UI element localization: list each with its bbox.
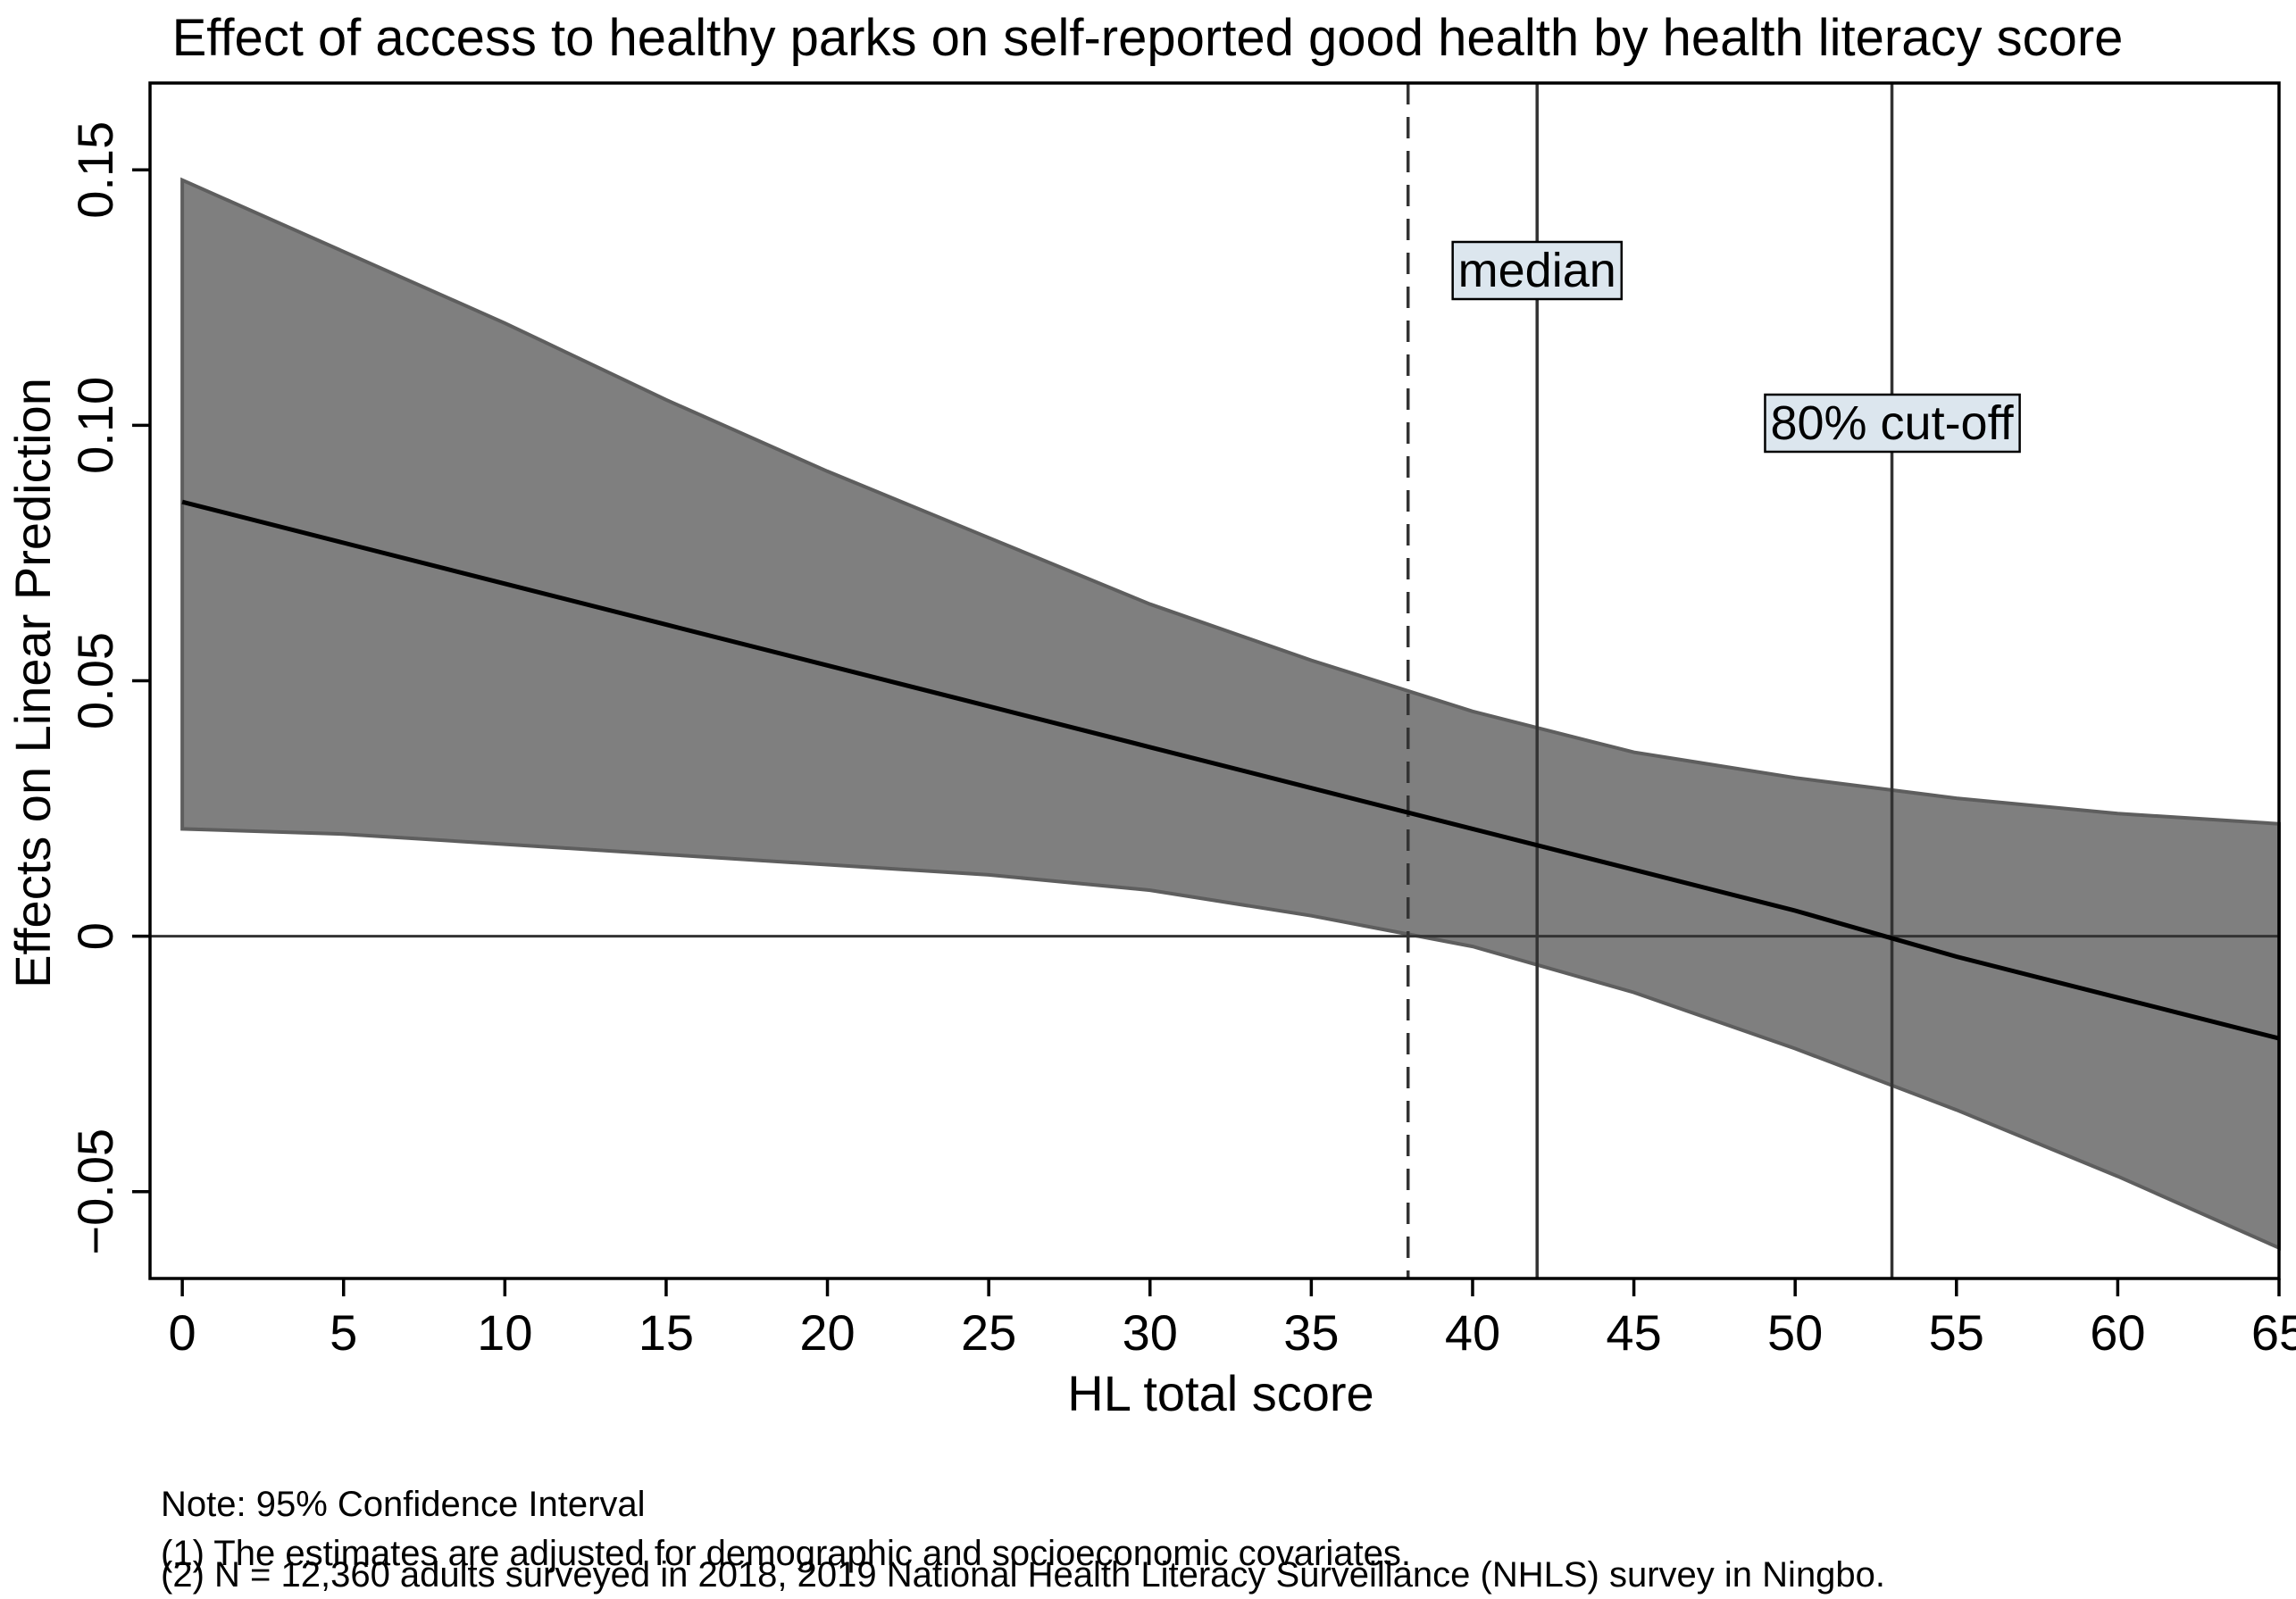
- x-tick-label: 50: [1767, 1304, 1823, 1361]
- x-tick-label: 65: [2251, 1304, 2296, 1361]
- y-axis-label: Effects on Linear Prediction: [4, 378, 61, 988]
- estimate-line: [181, 499, 2280, 1041]
- confidence-band: [180, 177, 2281, 1251]
- plot-area: median 80% cut-off: [148, 81, 2281, 1280]
- x-tick-label: 30: [1123, 1304, 1178, 1361]
- x-tick-label: 15: [639, 1304, 694, 1361]
- x-tick-label: 20: [799, 1304, 855, 1361]
- chart-title: Effect of access to healthy parks on sel…: [172, 9, 2124, 67]
- x-tick-label: 60: [2090, 1304, 2145, 1361]
- annotation-label: 80% cut-off: [1770, 396, 2014, 450]
- x-tick-label: 40: [1445, 1304, 1500, 1361]
- y-tick-label: 0.15: [67, 121, 123, 219]
- y-tick-label: 0: [67, 922, 123, 950]
- note-adjustment: (1) The estimates are adjusted for demog…: [161, 1534, 1411, 1573]
- note-confidence-interval: Note: 95% Confidence Interval: [161, 1485, 646, 1524]
- y-tick-label: −0.05: [67, 1128, 123, 1255]
- annotation-median: median: [1451, 240, 1624, 301]
- annotation-80-cut-off: 80% cut-off: [1764, 393, 2021, 454]
- x-tick-label: 5: [330, 1304, 357, 1361]
- x-tick-label: 35: [1283, 1304, 1339, 1361]
- x-axis-label: HL total score: [1067, 1365, 1373, 1421]
- x-tick-label: 10: [477, 1304, 532, 1361]
- note-sample: (2) N = 12,360 adults surveyed in 2018, …: [161, 1555, 1886, 1595]
- y-tick-label: 0.10: [67, 377, 123, 474]
- x-tick-label: 45: [1606, 1304, 1661, 1361]
- annotation-box: [1451, 240, 1624, 301]
- x-axis: 0 5 10 15 20 25 30 35 40 45 50 55 60 65: [169, 1278, 2296, 1361]
- x-tick-label: 25: [961, 1304, 1016, 1361]
- annotation-label: median: [1458, 244, 1616, 297]
- annotation-box: [1764, 393, 2021, 454]
- x-tick-label: 0: [169, 1304, 196, 1361]
- x-tick-label: 55: [1929, 1304, 1984, 1361]
- y-tick-label: 0.05: [67, 632, 123, 729]
- y-axis: −0.05 0 0.05 0.10 0.15: [67, 121, 150, 1255]
